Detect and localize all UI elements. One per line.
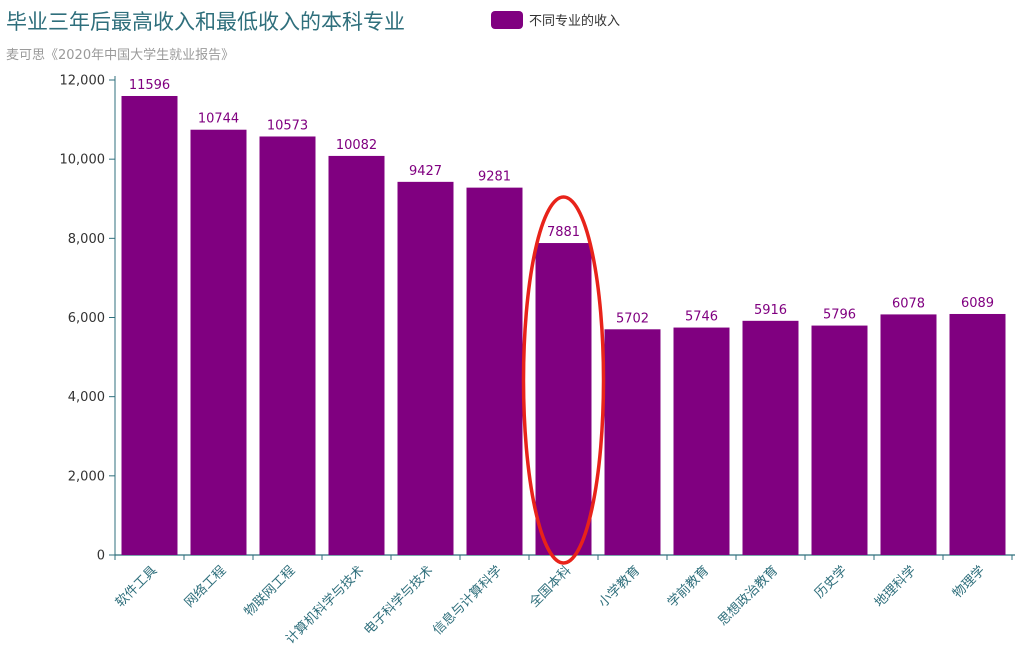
bar[interactable] [466, 187, 523, 556]
legend-label[interactable]: 不同专业的收入 [529, 13, 620, 29]
bar-series [121, 95, 1006, 556]
chart-subtitle: 麦可思《2020年中国大学生就业报告》 [6, 47, 234, 63]
bar-value-label: 10573 [267, 118, 308, 133]
x-axis [114, 554, 1015, 560]
bar[interactable] [328, 155, 385, 555]
bar[interactable] [190, 129, 247, 555]
y-tick-label: 6,000 [68, 311, 105, 326]
legend[interactable]: 不同专业的收入 [491, 11, 620, 29]
x-tick-labels: 软件工具 网络工程 物联网工程计算机科学与技术电子科学与技术信息与计算科学 全国本科小… [113, 563, 988, 648]
y-axis: 0 2,000 4,000 6,000 8,000 10,000 12,000 [60, 74, 116, 564]
bar-value-label: 5702 [616, 311, 649, 326]
y-tick-label: 2,000 [68, 469, 105, 484]
bar-value-label: 9281 [478, 170, 511, 185]
highlight-annotation [521, 195, 606, 565]
legend-swatch[interactable] [491, 11, 523, 29]
x-tick-label: 全国本科 [526, 563, 574, 611]
bar[interactable] [259, 136, 316, 555]
chart-title: 毕业三年后最高收入和最低收入的本科专业 [6, 10, 405, 34]
bar-value-label: 11596 [129, 78, 170, 93]
bar-value-label: 10744 [198, 112, 239, 127]
bar[interactable] [949, 313, 1006, 555]
bar[interactable] [673, 327, 730, 555]
bar[interactable] [811, 325, 868, 555]
bar[interactable] [604, 329, 661, 555]
bar-value-labels: 11596 10744 10573 10082 9427 9281 7881 5702 5746… [129, 78, 994, 326]
y-tick-label: 0 [97, 549, 105, 564]
bar-value-label: 7881 [547, 225, 580, 240]
y-tick-label: 8,000 [68, 232, 105, 247]
bar[interactable] [397, 181, 454, 556]
y-tick-label: 10,000 [60, 153, 106, 168]
bar-value-label: 9427 [409, 164, 442, 179]
x-tick-label: 学前教育 [664, 563, 712, 611]
x-tick-label: 思想政治教育 [715, 563, 781, 629]
bar[interactable] [742, 320, 799, 555]
bar-value-label: 5916 [754, 303, 787, 318]
x-tick-label: 网络工程 [181, 563, 229, 611]
x-tick-label: 软件工具 [113, 563, 160, 610]
bar-value-label: 6078 [892, 296, 925, 311]
bar[interactable] [880, 314, 937, 555]
x-tick-label: 历史学 [811, 563, 850, 602]
bar-value-label: 5746 [685, 310, 718, 325]
bar-value-label: 10082 [336, 138, 377, 153]
y-tick-label: 4,000 [68, 390, 105, 405]
x-tick-label: 物联网工程 [242, 563, 299, 620]
highlight-ellipse [521, 195, 606, 565]
bar[interactable] [121, 95, 178, 555]
x-tick-label: 电子科学与技术 [361, 563, 437, 639]
x-tick-label: 物理学 [949, 563, 988, 602]
bar-value-label: 5796 [823, 308, 856, 323]
x-tick-label: 信息与计算科学 [430, 563, 506, 639]
bar-value-label: 6089 [961, 296, 994, 311]
y-tick-label: 12,000 [60, 74, 106, 89]
x-tick-label: 小学教育 [595, 563, 643, 611]
x-tick-label: 地理科学 [871, 563, 919, 611]
bar[interactable] [535, 243, 592, 555]
